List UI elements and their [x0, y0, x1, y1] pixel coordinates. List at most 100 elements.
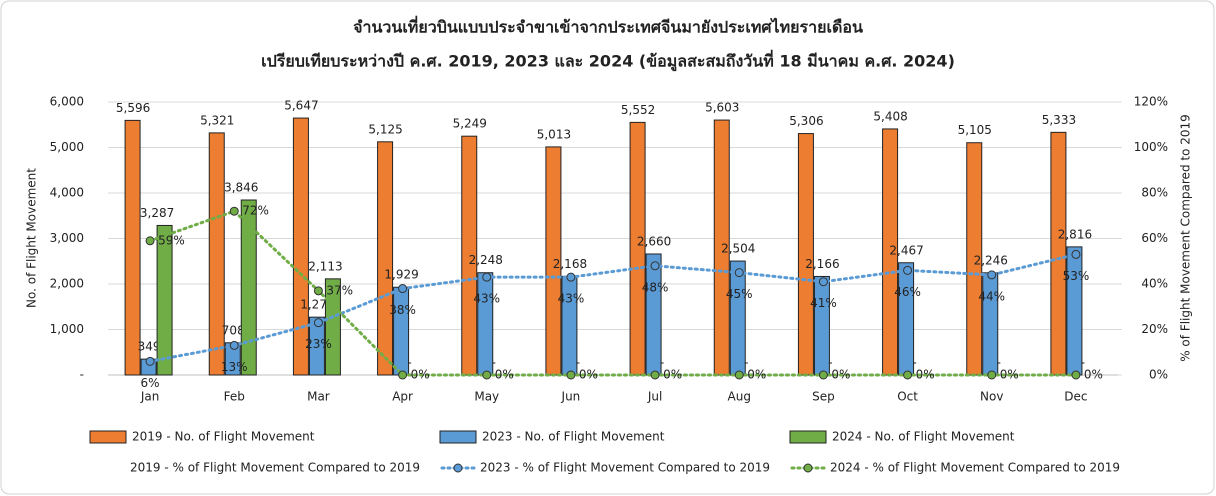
- data-label: 0%: [1000, 368, 1019, 382]
- data-label: 45%: [726, 287, 753, 301]
- data-label: 5,552: [621, 103, 655, 117]
- data-label: 5,321: [200, 113, 234, 127]
- bar: [393, 286, 410, 376]
- bar: [797, 133, 814, 376]
- marker: [903, 370, 913, 380]
- y2-tick-label: 100%: [1134, 140, 1168, 154]
- data-label: 43%: [473, 292, 500, 306]
- marker: [398, 284, 408, 294]
- data-label: 53%: [1063, 269, 1090, 283]
- data-label: 59%: [158, 233, 185, 247]
- bar: [813, 275, 830, 376]
- y-tick-label: 1,000: [50, 322, 84, 336]
- data-label: 2,660: [637, 234, 671, 248]
- line: [148, 252, 1078, 363]
- data-label: 37%: [326, 283, 353, 297]
- data-label: 0%: [663, 368, 682, 382]
- x-tick-label: Sep: [812, 390, 835, 404]
- x-tick-label: Jun: [561, 390, 581, 404]
- y-tick-label: 5,000: [50, 140, 84, 154]
- marker: [145, 356, 155, 366]
- marker: [1071, 249, 1081, 259]
- y2-tick-label: 80%: [1141, 186, 1168, 200]
- data-label: 708: [222, 323, 245, 337]
- data-label: 5,333: [1042, 113, 1076, 127]
- x-tick-label: Oct: [897, 390, 918, 404]
- data-label: 5,013: [537, 127, 571, 141]
- x-tick-label: Feb: [224, 390, 245, 404]
- data-label: 5,249: [453, 117, 487, 131]
- data-label: -: [828, 356, 832, 370]
- data-label: 5,105: [958, 123, 992, 137]
- marker: [818, 277, 828, 287]
- data-label: 38%: [389, 303, 416, 317]
- y2-tick-label: 20%: [1141, 322, 1168, 336]
- legend-label: 2023 - No. of Flight Movement: [482, 430, 665, 444]
- y2-tick-label: 0%: [1149, 368, 1168, 382]
- data-label: 72%: [242, 204, 269, 218]
- x-tick-label: Mar: [307, 390, 330, 404]
- line: [148, 209, 1078, 377]
- x-tick-label: Jan: [140, 390, 160, 404]
- bar: [124, 119, 141, 376]
- data-label: -: [660, 356, 664, 370]
- y2-tick-label: 60%: [1141, 231, 1168, 245]
- data-label: -: [744, 356, 748, 370]
- bar: [292, 117, 309, 376]
- data-label: 2,816: [1058, 227, 1092, 241]
- data-label: 43%: [558, 292, 585, 306]
- data-label: 2,248: [469, 253, 503, 267]
- marker: [566, 272, 576, 282]
- data-label: 2,246: [974, 253, 1008, 267]
- data-label: 44%: [978, 289, 1005, 303]
- y-tick-label: 2,000: [50, 277, 84, 291]
- marker: [145, 236, 155, 246]
- legend-label: 2024 - No. of Flight Movement: [832, 430, 1015, 444]
- data-label: 0%: [747, 368, 766, 382]
- bar: [1050, 131, 1067, 376]
- bar: [308, 316, 325, 376]
- data-label: 46%: [894, 285, 921, 299]
- marker: [987, 270, 997, 280]
- legend-swatch: [439, 430, 477, 444]
- data-label: 5,408: [873, 109, 907, 123]
- legend-label: 2023 - % of Flight Movement Compared to …: [480, 461, 770, 475]
- data-label: 23%: [305, 337, 332, 351]
- data-label: 13%: [221, 360, 248, 374]
- data-label: 0%: [495, 368, 514, 382]
- marker: [650, 370, 660, 380]
- marker: [313, 318, 323, 328]
- marker: [482, 370, 492, 380]
- data-label: 0%: [411, 368, 430, 382]
- y2-tick-label: 40%: [1141, 277, 1168, 291]
- marker: [1071, 370, 1081, 380]
- marker: [482, 272, 492, 282]
- data-label: 48%: [642, 280, 669, 294]
- data-label: 5,596: [116, 101, 150, 115]
- bar: [729, 260, 746, 376]
- x-tick-label: Jul: [647, 390, 662, 404]
- bar: [645, 253, 662, 376]
- data-label: 0%: [916, 368, 935, 382]
- marker: [734, 268, 744, 278]
- x-tick-label: Nov: [980, 390, 1003, 404]
- marker: [229, 206, 239, 216]
- data-label: 3,846: [224, 181, 258, 195]
- data-label: 0%: [1084, 368, 1103, 382]
- data-label: 5,306: [789, 114, 823, 128]
- marker: [650, 261, 660, 271]
- y-axis-title: No. of Flight Movement: [25, 168, 39, 308]
- x-tick-label: Apr: [392, 390, 413, 404]
- data-label: 349: [138, 340, 161, 354]
- marker: [734, 370, 744, 380]
- data-label: 41%: [810, 296, 837, 310]
- x-tick-label: Dec: [1064, 390, 1087, 404]
- y-tick-label: 6,000: [50, 95, 84, 109]
- y-tick-label: 4,000: [50, 186, 84, 200]
- data-label: 5,647: [284, 99, 318, 113]
- marker: [398, 370, 408, 380]
- data-label: -: [1081, 356, 1085, 370]
- data-label: -: [576, 356, 580, 370]
